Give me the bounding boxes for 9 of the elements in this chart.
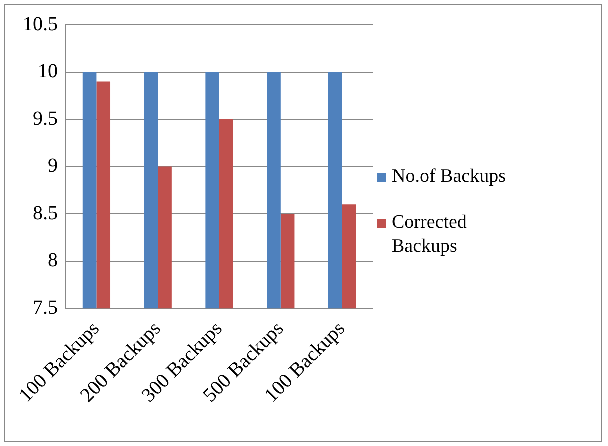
legend-label: Corrected Backups [392,211,468,259]
y-tick-label: 7.5 [33,296,58,319]
y-tick-label: 8.5 [33,202,58,224]
y-tick-label: 8 [48,250,58,272]
y-tick-label: 10 [38,60,58,83]
y-tick-label: 9.5 [33,108,58,130]
y-tick-label: 9 [48,155,58,178]
legend-label: No.of Backups [392,165,506,189]
y-tick-label: 10.5 [23,13,58,36]
